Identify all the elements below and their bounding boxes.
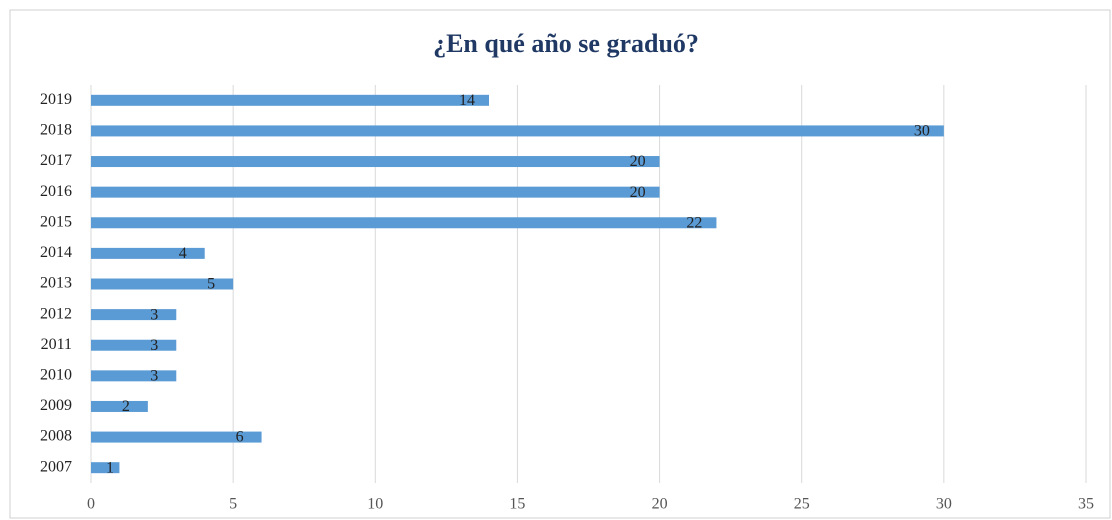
- bar: [91, 247, 205, 259]
- x-tick-label: 25: [794, 496, 810, 513]
- y-tick-label: 2018: [40, 122, 72, 139]
- x-tick-label: 35: [1078, 496, 1094, 513]
- y-tick-label: 2007: [40, 458, 72, 475]
- y-tick-label: 2015: [40, 213, 72, 230]
- bar: [91, 156, 660, 168]
- bar: [91, 339, 177, 351]
- bar: [91, 431, 262, 443]
- data-label: 1: [106, 459, 114, 476]
- y-tick-label: 2011: [41, 336, 72, 353]
- data-label: 20: [630, 184, 646, 201]
- data-label: 5: [207, 276, 215, 293]
- x-tick-label: 0: [87, 496, 95, 513]
- y-tick-label: 2017: [40, 152, 72, 169]
- data-label: 4: [179, 245, 187, 262]
- y-tick-label: 2019: [40, 91, 72, 108]
- data-label: 6: [236, 429, 244, 446]
- y-tick-label: 2008: [40, 428, 72, 445]
- bar: [91, 125, 944, 137]
- x-tick-label: 20: [652, 496, 668, 513]
- y-tick-label: 2016: [40, 183, 72, 200]
- bar: [91, 186, 660, 198]
- y-tick-label: 2013: [40, 275, 72, 292]
- y-tick-label: 2012: [40, 305, 72, 322]
- data-label: 3: [150, 306, 158, 323]
- data-label: 2: [122, 398, 130, 415]
- bar: [91, 462, 120, 474]
- x-tick-label: 10: [367, 496, 383, 513]
- data-label: 14: [459, 92, 475, 109]
- data-label: 3: [150, 337, 158, 354]
- bar: [91, 309, 177, 321]
- bar: [91, 278, 234, 290]
- y-tick-label: 2014: [40, 244, 72, 261]
- data-label: 30: [914, 123, 930, 140]
- y-tick-label: 2010: [40, 367, 72, 384]
- x-tick-label: 15: [509, 496, 525, 513]
- bar: [91, 94, 489, 106]
- y-tick-label: 2009: [40, 397, 72, 414]
- x-tick-label: 30: [936, 496, 952, 513]
- chart-title: ¿En qué año se graduó?: [433, 29, 699, 58]
- data-label: 3: [150, 368, 158, 385]
- data-label: 20: [630, 153, 646, 170]
- bar: [91, 370, 177, 382]
- data-label: 22: [686, 214, 702, 231]
- bar: [91, 217, 717, 229]
- bar: [91, 400, 148, 412]
- x-tick-label: 5: [229, 496, 237, 513]
